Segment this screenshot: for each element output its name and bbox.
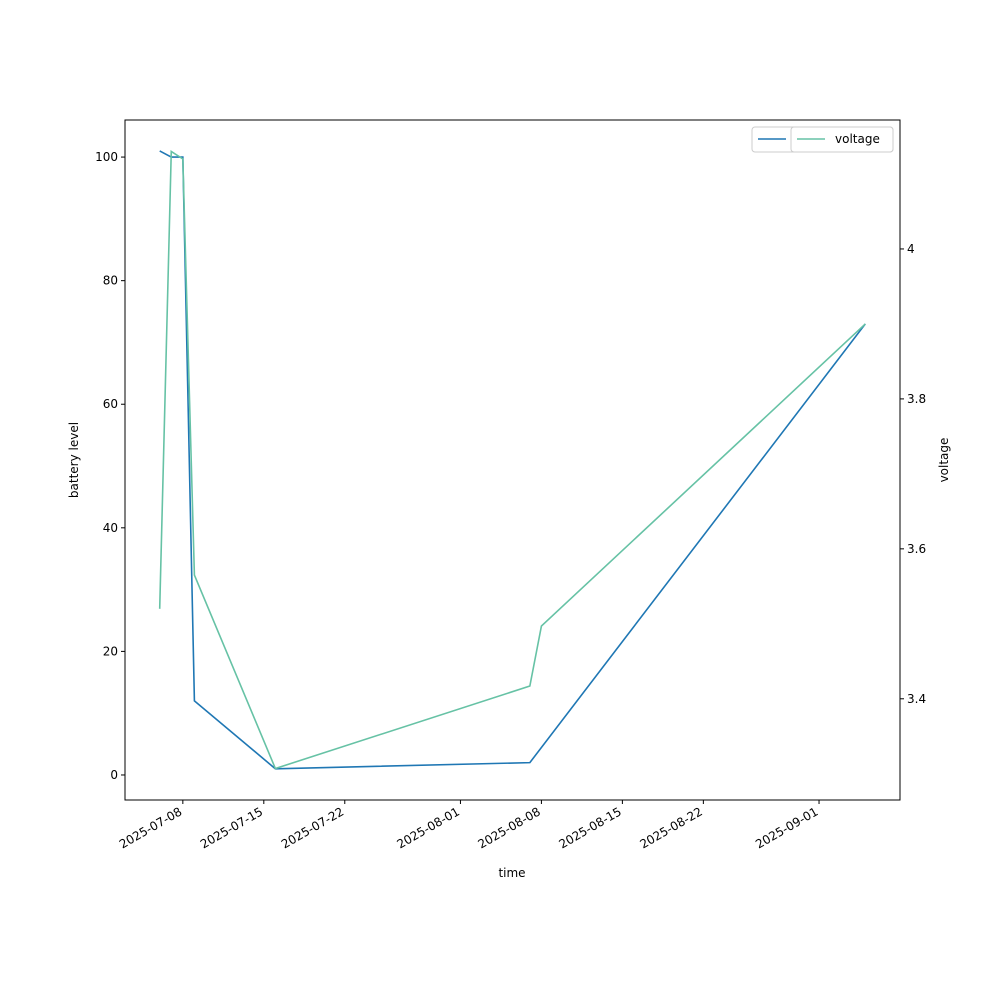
x-tick-label: 2025-08-08 bbox=[476, 804, 543, 851]
series-line bbox=[159, 150, 866, 770]
plot-frame bbox=[124, 119, 901, 801]
y-axis-label: battery level bbox=[67, 422, 81, 498]
y-tick-label: 60 bbox=[103, 397, 118, 411]
x-axis-label: time bbox=[498, 866, 525, 880]
series-line bbox=[158, 150, 866, 770]
y2-tick-label: 3.4 bbox=[907, 692, 926, 706]
legend-label: voltage bbox=[835, 132, 880, 146]
y-tick-label: 20 bbox=[103, 644, 118, 658]
y2-tick-label: 3.8 bbox=[907, 392, 926, 406]
y2-tick-label: 4 bbox=[907, 242, 915, 256]
y2-axis-label: voltage bbox=[937, 438, 951, 483]
y-tick-label: 0 bbox=[110, 768, 118, 782]
x-tick-label: 2025-08-01 bbox=[395, 804, 462, 851]
y2-tick-label: 3.6 bbox=[907, 542, 926, 556]
x-tick-label: 2025-07-22 bbox=[279, 804, 346, 851]
y-tick-label: 40 bbox=[103, 521, 118, 535]
x-tick-label: 2025-08-15 bbox=[556, 804, 623, 851]
x-tick-label: 2025-07-15 bbox=[198, 804, 265, 851]
legend-box bbox=[790, 126, 894, 153]
y-tick-label: 100 bbox=[95, 150, 118, 164]
y-tick-label: 80 bbox=[103, 274, 118, 288]
x-tick-label: 2025-07-08 bbox=[117, 804, 184, 851]
x-tick-label: 2025-08-22 bbox=[637, 804, 704, 851]
x-tick-label: 2025-09-01 bbox=[753, 804, 820, 851]
